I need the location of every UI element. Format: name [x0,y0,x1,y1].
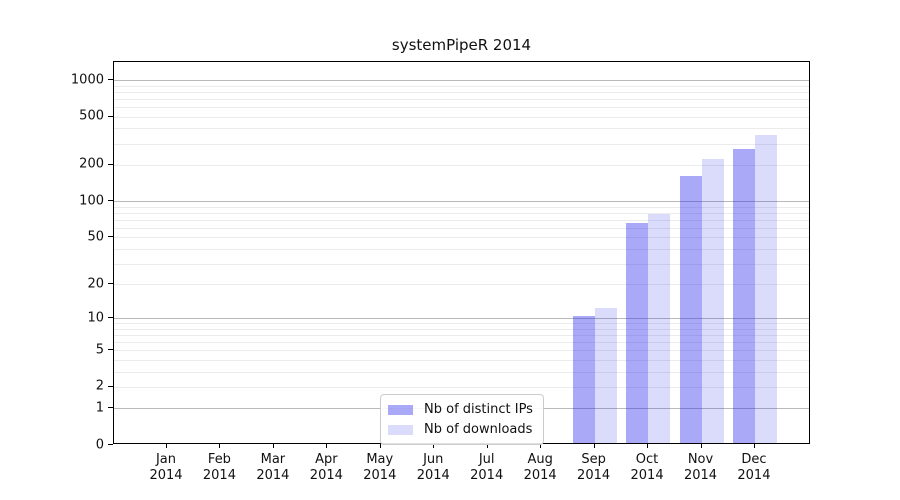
x-tick-label-oct: Oct 2014 [630,452,664,483]
gridline-3 [114,371,809,373]
y-tick-label-50: 50 [87,229,104,245]
gridline-90 [114,206,809,208]
gridline-80 [114,212,809,214]
x-tick-label-jan: Jan 2014 [149,452,183,483]
x-tick-nov [700,444,702,448]
gridline-200 [114,164,809,166]
gridline-900 [114,85,809,87]
x-tick-oct [647,444,649,448]
bar-nov-downloads [701,158,724,443]
bar-sep-downloads [594,307,617,443]
gridline-30 [114,263,809,265]
y-tick-20 [108,283,113,285]
x-tick-label-aug: Aug 2014 [523,452,557,483]
gridline-800 [114,91,809,93]
y-tick-10 [108,317,113,319]
gridline-8 [114,328,809,330]
gridline-400 [114,128,809,130]
y-tick-label-2: 2 [95,378,104,394]
gridline-5 [114,350,809,352]
legend-label-distinct-ips: Nb of distinct IPs [424,402,533,417]
y-tick-label-1000: 1000 [70,72,104,88]
x-tick-label-dec: Dec 2014 [737,452,771,483]
gridline-9 [114,323,809,325]
y-tick-label-0: 0 [95,437,104,452]
y-tick-50 [108,236,113,238]
x-tick-jul [486,444,488,448]
x-tick-label-feb: Feb 2014 [202,452,236,483]
gridline-10 [114,318,809,320]
y-tick-label-100: 100 [79,193,104,209]
y-tick-200 [108,163,113,165]
x-tick-label-nov: Nov 2014 [683,452,718,483]
legend-swatch-downloads [388,424,413,435]
bar-oct-downloads [648,213,671,443]
x-tick-mar [272,444,274,448]
chart-title: systemPipeR 2014 [391,36,532,54]
y-tick-5 [108,349,113,351]
x-tick-apr [326,444,328,448]
gridline-7 [114,335,809,337]
y-tick-label-20: 20 [87,276,104,292]
y-tick-1 [108,407,113,409]
gridline-60 [114,227,809,229]
gridline-6 [114,342,809,344]
legend: Nb of distinct IPs Nb of downloads [380,394,544,445]
x-tick-sep [593,444,595,448]
x-tick-label-may: May 2014 [363,452,397,483]
gridline-20 [114,284,809,286]
bar-dec-downloads [754,134,777,443]
x-tick-jan [166,444,167,448]
plot-area: Nb of distinct IPs Nb of downloads [113,61,810,445]
gridline-4 [114,359,809,361]
gridline-1000 [114,80,809,82]
x-tick-label-sep: Sep 2014 [577,452,611,483]
y-tick-100 [108,200,113,202]
y-tick-label-5: 5 [95,342,104,358]
y-tick-1000 [108,79,113,81]
y-tick-label-500: 500 [79,108,104,124]
gridline-50 [114,237,809,239]
y-tick-label-10: 10 [87,310,104,326]
gridline-700 [114,98,809,100]
gridline-300 [114,143,809,145]
gridline-70 [114,219,809,221]
bar-nov-distinct-ips [679,175,702,443]
legend-row-distinct-ips: Nb of distinct IPs [388,402,533,417]
y-tick-label-200: 200 [79,156,104,172]
gridline-500 [114,116,809,118]
x-tick-may [379,444,381,448]
x-tick-label-jul: Jul 2014 [470,452,504,483]
x-tick-label-jun: Jun 2014 [416,452,450,483]
legend-swatch-distinct-ips [388,404,413,415]
y-tick-500 [108,115,113,117]
x-tick-feb [219,444,221,448]
x-tick-jun [433,444,435,448]
bar-oct-distinct-ips [626,223,649,443]
x-tick-aug [540,444,542,448]
y-tick-2 [108,385,113,387]
gridline-2 [114,386,809,388]
gridline-40 [114,248,809,250]
bar-dec-distinct-ips [732,149,755,443]
gridline-100 [114,201,809,203]
bar-sep-distinct-ips [572,316,595,443]
y-tick-0 [108,444,113,445]
x-tick-dec [753,444,755,448]
gridline-600 [114,106,809,108]
x-tick-label-apr: Apr 2014 [309,452,343,483]
x-tick-label-mar: Mar 2014 [256,452,290,483]
legend-row-downloads: Nb of downloads [388,422,533,437]
legend-label-downloads: Nb of downloads [424,422,533,437]
y-tick-label-1: 1 [95,400,104,416]
